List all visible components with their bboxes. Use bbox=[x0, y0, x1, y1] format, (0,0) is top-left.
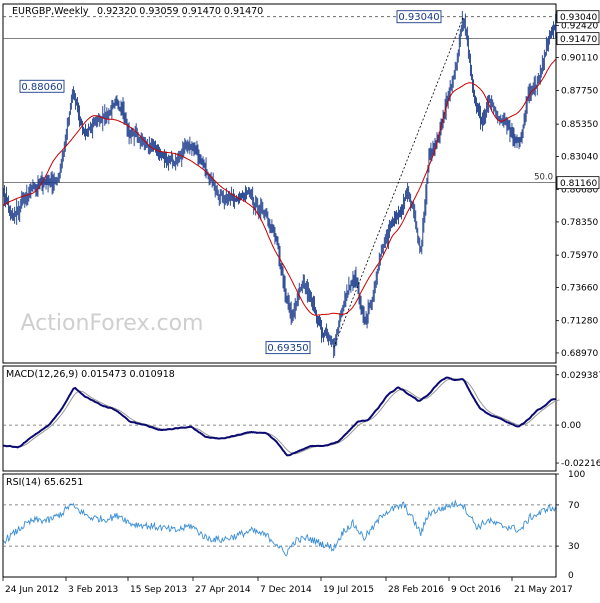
price-y-tick-label: 0.92420 bbox=[561, 21, 598, 31]
x-tick-label: 3 Feb 2013 bbox=[68, 585, 118, 595]
price-y-tick-label: 0.87750 bbox=[561, 87, 598, 97]
x-axis: 24 Jun 2012 3 Feb 2013 15 Sep 2013 27 Apr 2… bbox=[2, 577, 573, 595]
annotation-box bbox=[265, 341, 311, 355]
price-label: 0.81160 bbox=[560, 179, 597, 189]
rsi-panel: RSI(14) 65.6251 100 70 30 0 bbox=[3, 470, 585, 581]
rsi-label: RSI(14) 65.6251 bbox=[6, 477, 83, 488]
macd-y-tick-label: -0.022161 bbox=[561, 459, 600, 469]
trendline bbox=[333, 16, 464, 348]
x-tick-label: 27 Apr 2014 bbox=[195, 585, 251, 595]
rsi-panel-frame bbox=[2, 473, 557, 578]
price-y-tick-label: 0.90110 bbox=[561, 54, 598, 64]
x-tick-label: 7 Dec 2014 bbox=[260, 585, 312, 595]
rsi-y-tick-label: 100 bbox=[568, 470, 585, 480]
rsi-y-tick-label: 70 bbox=[568, 501, 580, 511]
annotation-box bbox=[19, 79, 65, 93]
rsi-line bbox=[3, 499, 556, 557]
price-label-box bbox=[556, 32, 600, 46]
rsi-y-tick-label: 30 bbox=[568, 542, 580, 552]
x-tick-label: 9 Oct 2016 bbox=[451, 585, 501, 595]
x-tick-label: 21 May 2017 bbox=[514, 585, 573, 595]
price-panel-frame bbox=[2, 3, 557, 364]
price-label-box bbox=[556, 176, 600, 190]
macd-y-tick-label: 0.00 bbox=[561, 421, 581, 431]
x-tick-label: 19 Jul 2015 bbox=[323, 585, 374, 595]
price-y-tick-label: 0.85350 bbox=[561, 120, 598, 130]
price-y-tick-label: 0.78350 bbox=[561, 218, 598, 228]
ohlc-readout: 0.92320 0.93059 0.91470 0.91470 bbox=[97, 6, 263, 17]
price-y-tick-label: 0.71280 bbox=[561, 317, 598, 327]
annotation-label: 0.69350 bbox=[267, 343, 308, 354]
x-tick-label: 28 Feb 2016 bbox=[388, 585, 444, 595]
annotation-label: 0.88060 bbox=[21, 82, 62, 93]
price-label-box bbox=[556, 10, 600, 24]
price-label: 0.91470 bbox=[560, 35, 597, 45]
price-y-tick-label: 0.73660 bbox=[561, 283, 598, 293]
watermark: ActionForex.com bbox=[21, 311, 204, 336]
macd-signal-line bbox=[7, 378, 560, 455]
macd-y-tick-label: 0.029387 bbox=[561, 371, 600, 381]
price-panel: ActionForex.com 0.88060 0.69350 0.93040 50.0… bbox=[3, 6, 600, 359]
price-y-tick-label: 0.75970 bbox=[561, 251, 598, 261]
price-y-tick-label: 0.80680 bbox=[561, 185, 598, 195]
annotation-box bbox=[396, 10, 442, 24]
price-label: 0.93040 bbox=[560, 13, 597, 23]
macd-label: MACD(12,26,9) 0.015473 0.010918 bbox=[6, 369, 175, 380]
rsi-y-tick-label: 0 bbox=[568, 571, 574, 581]
price-y-tick-label: 0.83040 bbox=[561, 152, 598, 162]
price-y-tick-label: 0.68970 bbox=[561, 349, 598, 359]
macd-panel-frame bbox=[2, 365, 557, 472]
macd-panel: MACD(12,26,9) 0.015473 0.010918 0.029387 0… bbox=[3, 369, 600, 469]
x-tick-label: 15 Sep 2013 bbox=[130, 585, 187, 595]
x-tick-label: 24 Jun 2012 bbox=[5, 585, 59, 595]
macd-line bbox=[3, 376, 556, 457]
price-bars bbox=[3, 11, 556, 359]
moving-average-line bbox=[3, 59, 556, 316]
fib-level-label: 50.0 bbox=[534, 173, 553, 183]
chart-title: EURGBP,Weekly bbox=[12, 6, 89, 17]
annotation-label: 0.93040 bbox=[398, 12, 439, 23]
